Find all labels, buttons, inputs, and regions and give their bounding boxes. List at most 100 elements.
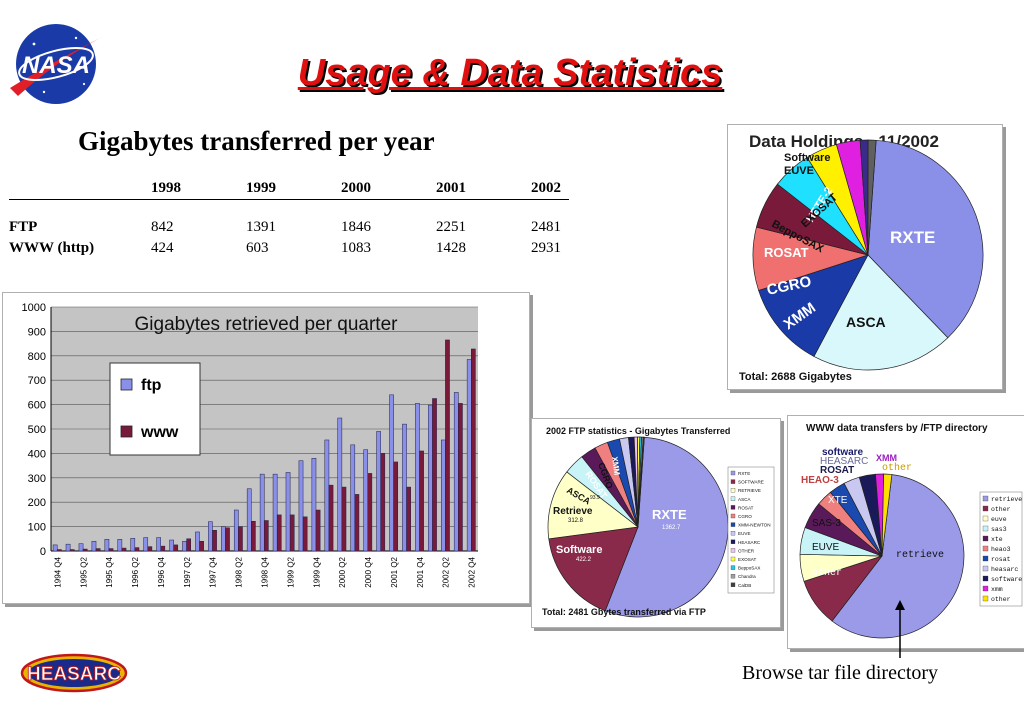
x-tick-label: 2002 Q2: [442, 556, 451, 587]
x-tick-label: 2001 Q4: [416, 556, 425, 587]
bar-ftp: [363, 449, 369, 552]
www-legend-swatch: [982, 565, 989, 572]
bar-www: [251, 520, 256, 552]
bar-ftp: [350, 444, 356, 552]
holdings-label-euve: EUVE: [784, 165, 814, 177]
heasarc-logo: HEASARC: [20, 653, 128, 693]
bar-ftp: [402, 423, 407, 552]
bar-www: [328, 484, 334, 552]
bar-ftp: [117, 539, 123, 552]
bar-chart-legend: ftp www: [109, 362, 201, 456]
row-label: FTP: [9, 219, 38, 235]
bar-www: [354, 494, 360, 552]
yearly-transfer-table: 1998 1999 2000 2001 2002 FTP 842 1391 18…: [9, 178, 569, 258]
www-legend-label: software: [991, 576, 1022, 583]
ftp-slice: [547, 471, 639, 540]
ftp-legend-label: EXOSAT: [738, 557, 756, 562]
ftp-slice: [637, 436, 645, 528]
www-legend-swatch: [982, 585, 989, 592]
bar-www: [315, 509, 321, 552]
x-tick-label: 1996 Q4: [157, 556, 166, 587]
bar-ftp: [169, 539, 174, 552]
www-legend-swatch: [982, 495, 989, 502]
y-tick-label: 400: [28, 448, 46, 460]
ftp-legend-label: HEASARC: [738, 540, 761, 545]
x-tick-label: 1997 Q2: [183, 556, 192, 587]
bar-www: [276, 514, 282, 552]
holdings-total: Total: 2688 Gigabytes: [739, 371, 852, 383]
www-legend-label: other: [991, 506, 1011, 513]
holdings-slice: [867, 139, 984, 339]
bar-www: [393, 461, 399, 552]
bar-chart-title: Gigabytes retrieved per quarter: [135, 314, 399, 335]
bar-www: [263, 520, 269, 552]
bar-ftp: [195, 531, 200, 552]
ftp-legend-label: SOFTWARE: [738, 480, 764, 485]
bar-www: [56, 549, 62, 552]
bar-ftp: [272, 473, 278, 552]
bar-ftp: [415, 403, 420, 552]
legend-label-ftp: ftp: [141, 377, 162, 394]
ftp-legend-swatch: [730, 539, 736, 544]
ftp-legend-swatch: [730, 496, 736, 501]
bar-www: [186, 538, 191, 552]
bar-ftp: [91, 540, 97, 552]
www-label-other2: other: [882, 462, 912, 474]
y-tick-label: 300: [28, 473, 46, 485]
bar-ftp: [104, 539, 110, 552]
www-label-other: other: [812, 567, 842, 579]
ftp-legend-label: BeppoSAX: [738, 566, 760, 571]
bar-www: [432, 398, 437, 552]
table-cell: 424: [151, 240, 174, 256]
row-label: WWW (http): [9, 240, 95, 256]
holdings-label-rxte: RXTE: [890, 228, 935, 247]
ftp-legend-swatch: [730, 548, 736, 553]
table-cell: 2481: [531, 219, 561, 235]
www-legend-swatch: [982, 525, 989, 532]
header-cell: 2000: [341, 178, 436, 200]
x-tick-label: 1994 Q4: [53, 556, 62, 587]
bar-ftp: [337, 417, 343, 552]
holdings-label-asca: ASCA: [846, 314, 886, 330]
y-tick-label: 200: [28, 497, 46, 509]
quarterly-bar-chart: Gigabytes retrieved per quarter 0 100 200 3…: [22, 302, 478, 588]
bar-www: [69, 549, 75, 552]
x-tick-label: 1998 Q2: [235, 556, 244, 587]
browse-caption: Browse tar file directory: [742, 662, 939, 684]
ftp-legend-box: [727, 466, 775, 594]
ftp-label-xmm: XMM: [610, 456, 622, 476]
table-header-row: 1998 1999 2000 2001 2002: [9, 178, 569, 200]
header-cell: 2001: [436, 178, 531, 200]
www-transfers-frame: WWW data transfers by /FTP directory ret…: [787, 415, 1024, 649]
table-cell: 1428: [436, 240, 466, 256]
bar-ftp: [285, 472, 291, 552]
page-title: Usage & Data Statistics: [297, 52, 723, 94]
ftp-legend-swatch: [730, 565, 736, 570]
y-tick-label: 1000: [22, 302, 46, 314]
holdings-slice: [758, 254, 869, 357]
table-cell: 1846: [341, 219, 371, 235]
www-legend-swatch: [982, 555, 989, 562]
table-row: FTP 842 1391 1846 2251 2481: [9, 216, 569, 237]
bar-www: [367, 473, 373, 552]
ftp-legend-label: ROSAT: [738, 505, 754, 510]
www-label-xte: XTE: [828, 495, 848, 506]
legend-label-www: www: [140, 424, 179, 441]
ftp-legend-label: EUVE: [738, 531, 751, 536]
bar-www: [419, 450, 424, 552]
ftp-stats-frame: 2002 FTP statistics - Gigabytes Transfer…: [531, 418, 781, 628]
bar-ftp: [453, 392, 459, 552]
ftp-label-software: Software: [556, 544, 602, 556]
ftp-legend-swatch: [730, 574, 736, 579]
bar-ftp: [428, 404, 433, 552]
bar-www: [147, 546, 153, 552]
holdings-slice: [867, 139, 877, 256]
www-transfers-title: WWW data transfers by /FTP directory: [806, 423, 988, 434]
y-tick-label: 600: [28, 400, 46, 412]
bar-www: [341, 486, 347, 552]
bar-www: [82, 548, 88, 552]
ftp-value-asca: 93.9: [590, 495, 600, 501]
www-legend-label: xte: [991, 536, 1003, 543]
bar-www: [225, 527, 230, 552]
header-cell: 1998: [151, 178, 246, 200]
